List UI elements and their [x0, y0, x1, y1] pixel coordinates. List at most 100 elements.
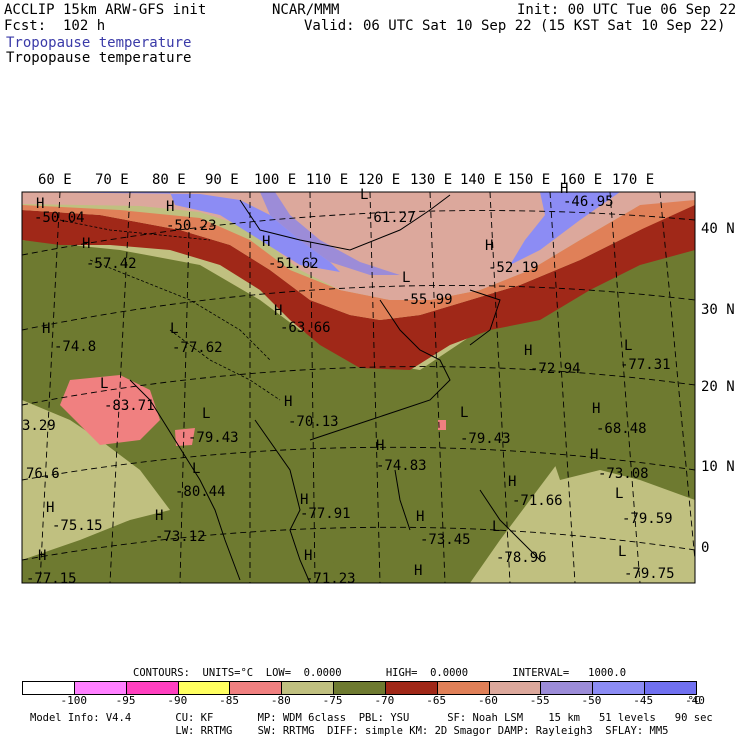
extremum-value: -74.83: [376, 458, 427, 474]
high-marker: H: [42, 321, 50, 337]
extremum-value: -77.31: [620, 357, 671, 373]
blue-region-west: [22, 192, 340, 272]
valid-time: Valid: 06 UTC Sat 10 Sep 22 (15 KST Sat …: [304, 18, 726, 34]
high-marker: H: [592, 401, 600, 417]
high-marker: H: [485, 238, 493, 254]
longitude-label: 70 E: [95, 172, 129, 188]
latitude-label: 10 N: [701, 459, 735, 475]
extremum-value: -73.12: [155, 529, 206, 545]
cold-pink-patch: [60, 375, 160, 445]
borders: [59, 219, 281, 401]
longitude-label: 170 E: [612, 172, 655, 188]
extremum-value: -79.43: [460, 431, 511, 447]
extremum-value: -51.62: [268, 256, 319, 272]
init-time: Init: 00 UTC Tue 06 Sep 22: [517, 2, 737, 18]
extremum-value: -79.43: [188, 430, 239, 446]
high-marker: H: [284, 394, 292, 410]
map-frame: [21, 191, 696, 584]
colorbar-tick-label: -90: [167, 694, 188, 707]
low-marker: L: [100, 376, 108, 392]
graticule: [22, 192, 695, 583]
colorbar-segment: [74, 682, 127, 694]
extremum-value: -70.13: [288, 414, 339, 430]
institution: NCAR/MMM: [272, 2, 340, 18]
extremum-value: -83.71: [104, 398, 155, 414]
forecast-hour: Fcst: 102 h: [4, 18, 106, 34]
colorbar-segment: [126, 682, 179, 694]
longitude-label: 100 E: [254, 172, 297, 188]
extremum-value: -50.04: [34, 210, 85, 226]
colorbar-tick-label: -45: [633, 694, 654, 707]
extremum-value: -79.75: [624, 566, 675, 582]
extremum-value: -77.62: [172, 340, 223, 356]
footer-physics-info: LW: RRTMG SW: RRTMG DIFF: simple KM: 2D …: [30, 725, 669, 737]
field-title-blue: Tropopause temperature: [6, 35, 192, 51]
extremum-value: -71.66: [512, 493, 563, 509]
colorbar-tick-label: -55: [529, 694, 550, 707]
contours-info: CONTOURS: UNITS=°C LOW= 0.0000 HIGH= 0.0…: [133, 667, 627, 679]
colorbar-tick-label: -65: [426, 694, 447, 707]
salmon-band: [22, 192, 695, 320]
low-marker: L: [192, 461, 200, 477]
extremum-value: -80.44: [175, 484, 226, 500]
high-marker: H: [414, 563, 422, 579]
colorbar-tick-label: -60: [477, 694, 498, 707]
low-marker: L: [624, 338, 632, 354]
longitude-label: 80 E: [152, 172, 186, 188]
extremum-value: 76.6: [26, 466, 60, 482]
longitude-label: 150 E: [508, 172, 551, 188]
colorbar-segment: [385, 682, 438, 694]
extremum-value: -73.45: [420, 532, 471, 548]
lavender-region: [22, 192, 400, 275]
colorbar-segment: [541, 682, 594, 694]
high-marker: H: [376, 438, 384, 454]
colorbar: [22, 681, 697, 695]
high-marker: H: [155, 508, 163, 524]
colorbar-tick-label: -95: [115, 694, 136, 707]
longitude-label: 60 E: [38, 172, 72, 188]
colorbar-tick-label: -70: [374, 694, 395, 707]
colorbar-tick-label: -40: [685, 694, 705, 707]
colorbar-segment: [282, 682, 335, 694]
pink-region: [22, 192, 695, 300]
extremum-value: -52.19: [488, 260, 539, 276]
latitude-label: 0: [701, 540, 710, 556]
high-marker: H: [46, 500, 54, 516]
longitude-label: 90 E: [205, 172, 239, 188]
extremum-value: -55.99: [402, 292, 453, 308]
colorbar-tick-label: -50: [581, 694, 602, 707]
colorbar-segment: [489, 682, 542, 694]
colorbar-segment: [645, 682, 696, 694]
longitude-label: 160 E: [560, 172, 603, 188]
longitude-label: 130 E: [410, 172, 453, 188]
high-marker: H: [304, 548, 312, 564]
model-title: ACCLIP 15km ARW-GFS init: [4, 2, 207, 18]
colorbar-segment: [23, 682, 75, 694]
extremum-value: -73.08: [598, 466, 649, 482]
high-marker: H: [524, 343, 532, 359]
dark-red-band: [22, 200, 695, 370]
high-marker: H: [262, 234, 270, 250]
colorbar-tick-label: -80: [270, 694, 291, 707]
low-marker: L: [618, 544, 626, 560]
high-marker: H: [36, 196, 44, 212]
olive-band: [22, 240, 695, 583]
high-marker: H: [82, 236, 90, 252]
extremum-value: -75.15: [52, 518, 103, 534]
extremum-value: -71.23: [305, 571, 356, 587]
map-shading: [22, 192, 695, 583]
extremum-value: -79.59: [622, 511, 673, 527]
colorbar-tick-label: -85: [219, 694, 239, 707]
field-title: Tropopause temperature: [6, 50, 192, 66]
high-marker: H: [166, 199, 174, 215]
colorbar-segment: [437, 682, 490, 694]
extremum-value: -57.42: [86, 256, 137, 272]
extremum-value: -46.95: [563, 194, 614, 210]
latitude-label: 20 N: [701, 379, 735, 395]
olive-patch-east: [540, 390, 695, 500]
footer-model-info: Model Info: V4.4 CU: KF MP: WDM 6class P…: [30, 712, 713, 724]
extremum-value: -61.27: [365, 210, 416, 226]
longitude-label: 110 E: [306, 172, 349, 188]
extremum-value: -77.15: [26, 571, 77, 587]
